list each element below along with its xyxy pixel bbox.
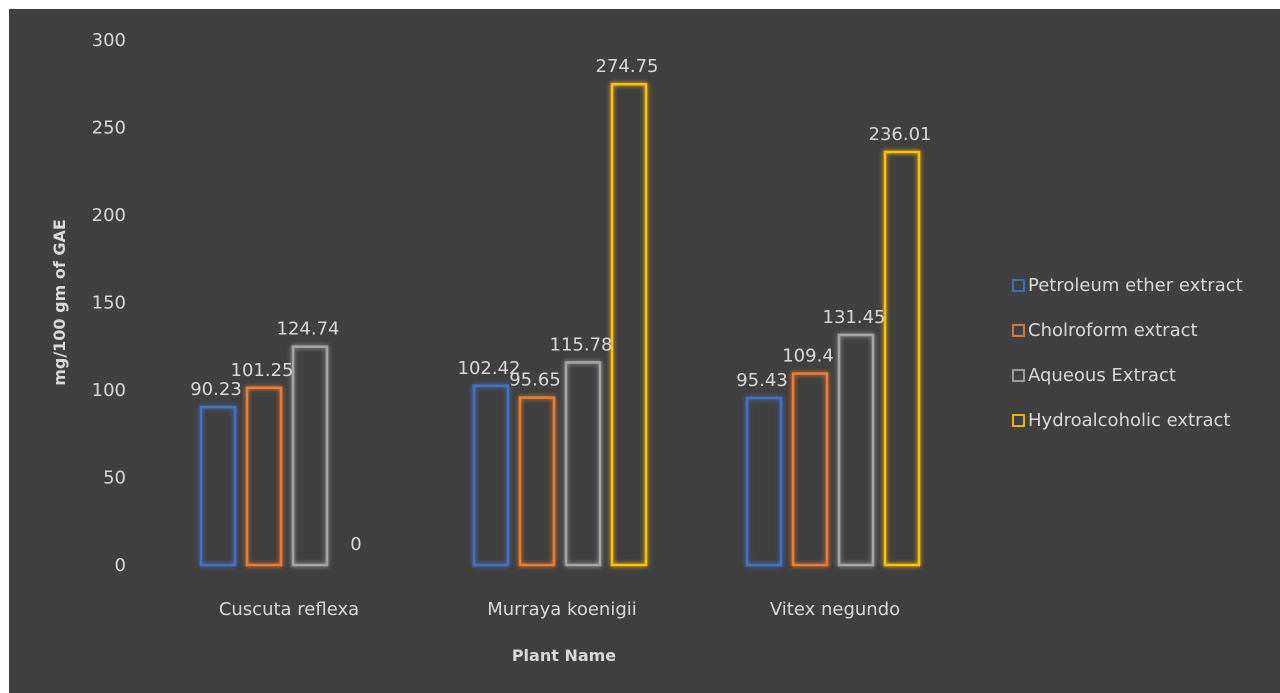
bar (745, 396, 783, 567)
y-axis-ticks: 0 50 100 150 200 250 300 (92, 30, 126, 576)
data-label: 0 (350, 534, 361, 555)
y-tick-label: 50 (103, 468, 126, 489)
bar (472, 384, 510, 567)
bar (883, 150, 921, 567)
data-label: 102.42 (458, 358, 521, 379)
legend: Petroleum ether extract Cholroform extrac… (1012, 275, 1243, 431)
bar (245, 386, 283, 567)
data-label: 274.75 (596, 56, 659, 77)
legend-swatch (1012, 369, 1025, 382)
data-label: 95.43 (736, 370, 788, 391)
legend-label: Cholroform extract (1028, 320, 1198, 341)
x-axis-title: Plant Name (512, 646, 616, 665)
x-axis-categories: Cuscuta reflexa Murraya koenigii Vitex neg… (219, 599, 900, 620)
data-label: 109.4 (782, 346, 834, 367)
y-tick-label: 300 (92, 30, 126, 51)
chart-area: 0 50 100 150 200 250 300 90.23 101.25 124.74 0 102… (9, 9, 1280, 693)
legend-swatch (1012, 414, 1025, 427)
y-tick-label: 150 (92, 293, 126, 314)
data-label: 90.23 (190, 379, 242, 400)
bar (291, 345, 329, 567)
bar (564, 361, 602, 567)
y-tick-label: 250 (92, 118, 126, 139)
data-label: 236.01 (869, 124, 932, 145)
legend-label: Petroleum ether extract (1028, 275, 1243, 296)
legend-swatch (1012, 324, 1025, 337)
data-label: 131.45 (823, 307, 886, 328)
x-category-label: Vitex negundo (770, 599, 900, 620)
bar (610, 82, 648, 567)
bar (837, 333, 875, 567)
data-label: 115.78 (550, 334, 613, 355)
legend-swatch (1012, 279, 1025, 292)
bar (518, 396, 556, 567)
y-axis-title: mg/100 gm of GAE (50, 219, 69, 386)
x-category-label: Murraya koenigii (487, 599, 637, 620)
legend-label: Aqueous Extract (1028, 365, 1176, 386)
y-tick-label: 200 (92, 205, 126, 226)
bars-group (199, 82, 921, 567)
bar (791, 372, 829, 567)
y-tick-label: 100 (92, 380, 126, 401)
legend-label: Hydroalcoholic extract (1028, 410, 1230, 431)
y-tick-label: 0 (115, 555, 126, 576)
bar (199, 405, 237, 567)
data-label: 95.65 (509, 370, 561, 391)
data-label: 124.74 (277, 319, 340, 340)
data-label: 101.25 (231, 360, 294, 381)
x-category-label: Cuscuta reflexa (219, 599, 359, 620)
